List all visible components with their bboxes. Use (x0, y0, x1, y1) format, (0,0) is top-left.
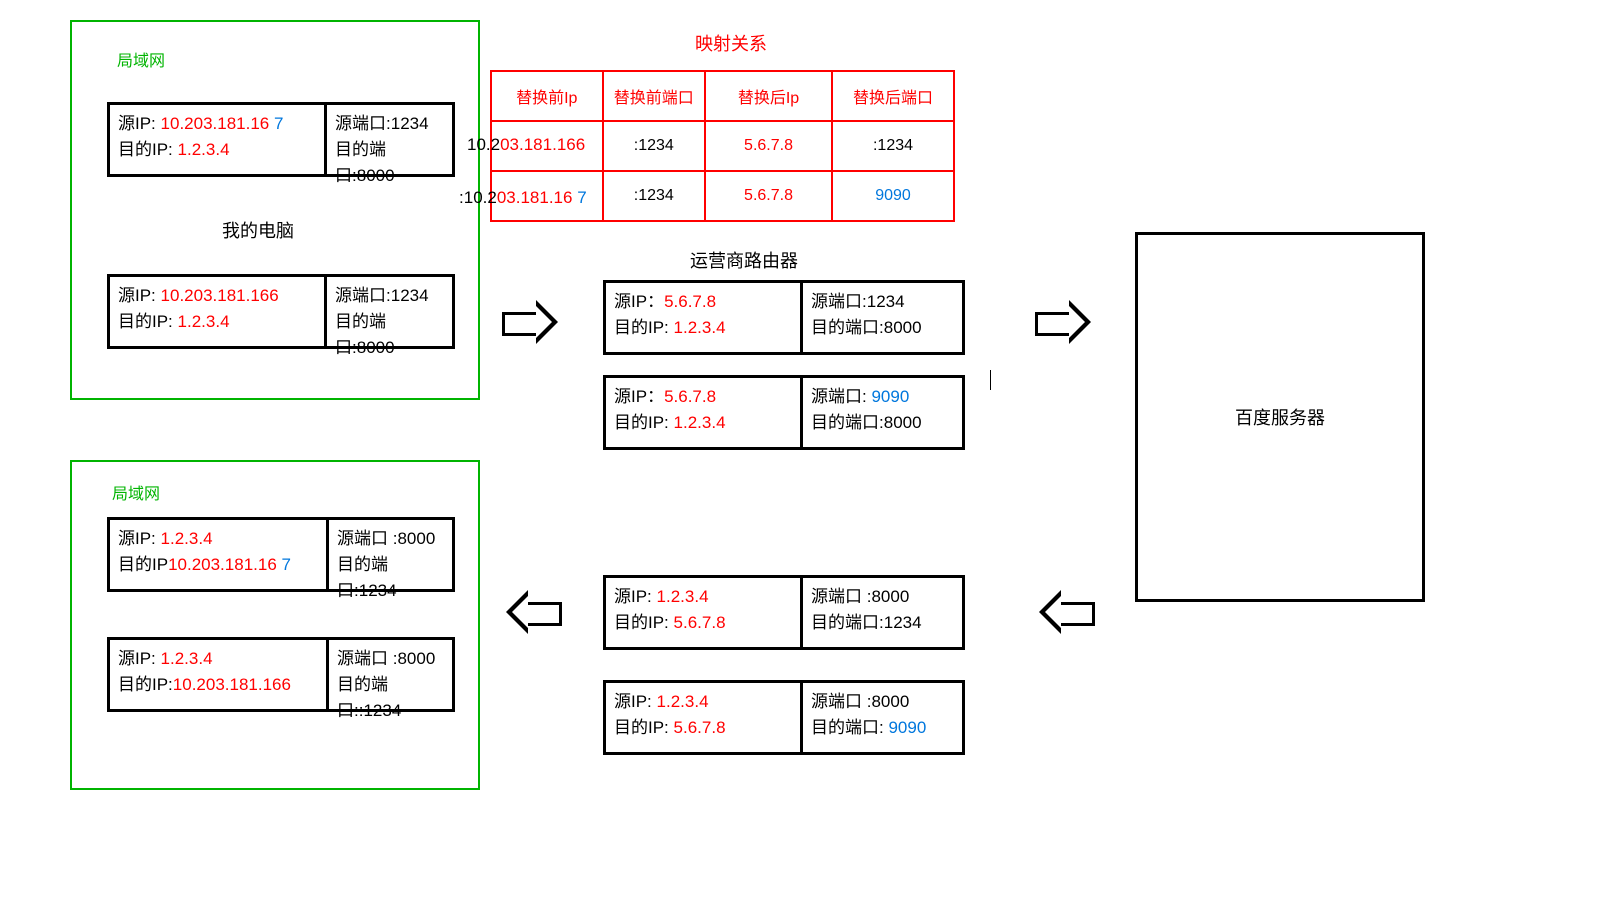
router-out-p1-port: 源端口:1234 目的端口:8000 (803, 283, 962, 352)
cursor-mark (990, 370, 992, 390)
router-in-p2: 源IP: 1.2.3.4 目的IP: 5.6.7.8 源端口 :8000 目的端… (603, 680, 965, 755)
router-out-p1-ip: 源IP：5.6.7.8 目的IP: 1.2.3.4 (606, 283, 803, 352)
map-h0: 替换前Ip (491, 71, 603, 121)
diagram-stage: 局域网 源IP: 10.203.181.16 7 目的IP: 1.2.3.4 源… (0, 0, 1615, 922)
arrow-baidu-to-router (1035, 590, 1095, 634)
arrow-router-to-baidu (1035, 300, 1095, 344)
lan1-p2-port: 源端口:1234 目的端口:8000 (327, 277, 452, 346)
lan1-p1-port: 源端口:1234 目的端口:8000 (327, 105, 452, 174)
arrow-router-to-lan (502, 590, 562, 634)
baidu-server-label: 百度服务器 (1235, 404, 1325, 430)
lan1-packet1: 源IP: 10.203.181.16 7 目的IP: 1.2.3.4 源端口:1… (107, 102, 455, 177)
baidu-server-box: 百度服务器 (1135, 232, 1425, 602)
router-in-p1-ip: 源IP: 1.2.3.4 目的IP: 5.6.7.8 (606, 578, 803, 647)
router-out-p2-ip: 源IP：5.6.7.8 目的IP: 1.2.3.4 (606, 378, 803, 447)
lan2-p2-port: 源端口 :8000 目的端口::1234 (329, 640, 452, 709)
my-computer-label: 我的电脑 (222, 217, 294, 243)
map-r0c3: :1234 (832, 121, 954, 171)
lan2-box: 局域网 源IP: 1.2.3.4 目的IP10.203.181.16 7 源端口… (70, 460, 480, 790)
router-in-p1-port: 源端口 :8000 目的端口:1234 (803, 578, 962, 647)
lan2-title: 局域网 (112, 480, 160, 504)
lan2-p1-ip: 源IP: 1.2.3.4 目的IP10.203.181.16 7 (110, 520, 329, 589)
lan2-p1-port: 源端口 :8000 目的端口:1234 (329, 520, 452, 589)
router-in-p2-ip: 源IP: 1.2.3.4 目的IP: 5.6.7.8 (606, 683, 803, 752)
lan1-packet2: 源IP: 10.203.181.166 目的IP: 1.2.3.4 源端口:12… (107, 274, 455, 349)
map-h1: 替换前端口 (603, 71, 705, 121)
router-out-p2-port: 源端口: 9090 目的端口:8000 (803, 378, 962, 447)
map-r0c1: :1234 (603, 121, 705, 171)
router-out-p1: 源IP：5.6.7.8 目的IP: 1.2.3.4 源端口:1234 目的端口:… (603, 280, 965, 355)
router-out-p2: 源IP：5.6.7.8 目的IP: 1.2.3.4 源端口: 9090 目的端口… (603, 375, 965, 450)
lan2-packet2: 源IP: 1.2.3.4 目的IP:10.203.181.166 源端口 :80… (107, 637, 455, 712)
lan1-box: 局域网 源IP: 10.203.181.16 7 目的IP: 1.2.3.4 源… (70, 20, 480, 400)
isp-router-label: 运营商路由器 (690, 247, 798, 273)
arrow-lan-to-router (502, 300, 562, 344)
map-h2: 替换后Ip (705, 71, 832, 121)
map-r1c2: 5.6.7.8 (705, 171, 832, 221)
lan2-packet1: 源IP: 1.2.3.4 目的IP10.203.181.16 7 源端口 :80… (107, 517, 455, 592)
map-r1c1: :1234 (603, 171, 705, 221)
lan1-title: 局域网 (117, 47, 165, 71)
lan1-p2-ip: 源IP: 10.203.181.166 目的IP: 1.2.3.4 (110, 277, 327, 346)
router-in-p1: 源IP: 1.2.3.4 目的IP: 5.6.7.8 源端口 :8000 目的端… (603, 575, 965, 650)
lan1-p1-ip: 源IP: 10.203.181.16 7 目的IP: 1.2.3.4 (110, 105, 327, 174)
mapping-title: 映射关系 (695, 30, 767, 56)
map-r0c2: 5.6.7.8 (705, 121, 832, 171)
map-r0c0-text: 10.203.181.166 (459, 135, 585, 155)
lan2-p2-ip: 源IP: 1.2.3.4 目的IP:10.203.181.166 (110, 640, 329, 709)
router-in-p2-port: 源端口 :8000 目的端口: 9090 (803, 683, 962, 752)
map-r1c0-text: :10.203.181.16 7 (451, 188, 587, 208)
map-r1c3: 9090 (832, 171, 954, 221)
map-h3: 替换后端口 (832, 71, 954, 121)
